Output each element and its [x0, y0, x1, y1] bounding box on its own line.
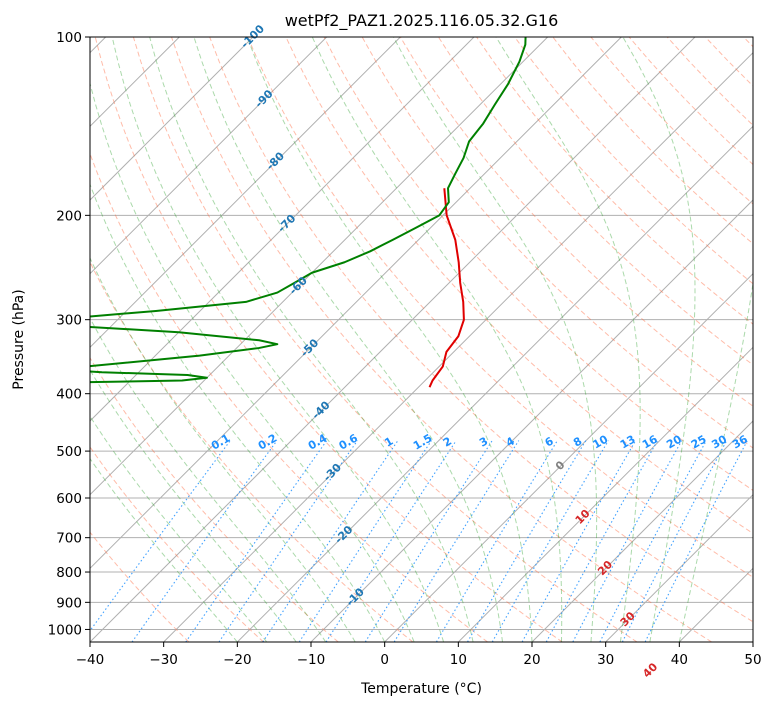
dry-adiabat-line	[323, 37, 753, 491]
moist-adiabat-line	[678, 280, 753, 642]
isotherm-line	[90, 37, 401, 349]
dry-adiabat-line	[514, 37, 753, 285]
plot-frame	[89, 36, 754, 643]
dry-adiabat-line	[94, 37, 563, 642]
moist-adiabat-line	[622, 37, 696, 642]
isotherm-line	[90, 37, 254, 201]
y-tick-label: 900	[56, 595, 82, 611]
dry-adiabat-line	[361, 37, 753, 449]
isotherm-line	[90, 37, 696, 642]
isotherm-line	[605, 493, 753, 642]
moist-adiabat-line	[90, 182, 386, 642]
y-tick-label: 300	[56, 313, 82, 329]
dry-adiabat-line	[209, 37, 753, 623]
dry-adiabat-line	[90, 446, 264, 642]
axes: −40 −30 −20 −10 0 10 20 30 40 50 100 200 300 400 500 60…	[48, 30, 762, 668]
isotherm-line	[90, 37, 475, 422]
moist-adiabat-line	[90, 415, 268, 642]
moist-adiabat-line	[111, 37, 445, 642]
mixing-ratio-line	[545, 440, 659, 642]
mixing-ratio-line	[131, 440, 278, 642]
moist-adiabat-line	[149, 37, 474, 642]
moist-adiabat-line	[246, 37, 533, 642]
y-tick-label: 400	[56, 387, 82, 403]
moist-adiabat-line	[311, 37, 563, 642]
y-tick-label: 600	[56, 491, 82, 507]
mixing-ratio-line	[435, 440, 558, 642]
y-tick-label: 500	[56, 444, 82, 460]
dewpoint-profile-line	[90, 37, 527, 384]
dry-adiabat-line	[285, 37, 753, 535]
moist-adiabat-line	[392, 37, 598, 642]
dry-adiabat-line	[90, 260, 414, 642]
x-tick-label: 20	[523, 652, 540, 668]
isotherm-line	[310, 199, 753, 642]
moist-adiabat-line	[90, 256, 356, 642]
moist-adiabat-line	[193, 37, 504, 642]
dry-adiabat-line	[90, 356, 339, 642]
isotherm-line	[384, 272, 753, 642]
mixing-ratio-line	[393, 440, 520, 642]
dry-adiabat-line	[438, 37, 753, 366]
mixing-ratio-line	[218, 440, 358, 642]
x-tick-label: 10	[450, 652, 467, 668]
x-tick-label: −30	[149, 652, 178, 668]
isotherm-line	[90, 37, 622, 570]
dry-adiabat-line	[90, 531, 190, 642]
mixing-ratio-line	[521, 440, 637, 642]
dry-adiabat-line	[90, 152, 488, 642]
x-tick-label: −20	[223, 652, 252, 668]
isotherm-line	[531, 420, 753, 642]
y-tick-label: 200	[56, 208, 82, 224]
y-tick-label: 800	[56, 565, 82, 581]
isotherm-line	[236, 125, 753, 642]
y-axis-label: Pressure (hPa)	[11, 289, 27, 389]
mixing-ratio-line	[364, 440, 493, 642]
mixing-ratio-line	[467, 440, 587, 642]
mixing-ratio-line	[325, 440, 457, 642]
dry-adiabat-line	[132, 37, 638, 642]
x-tick-label: −40	[76, 652, 105, 668]
mixing-ratio-line	[90, 440, 231, 632]
y-tick-label: 1000	[48, 622, 82, 638]
x-tick-label: 0	[380, 652, 389, 668]
x-tick-label: 40	[671, 652, 688, 668]
moist-adiabat-line	[495, 37, 641, 642]
moist-adiabat-line	[90, 81, 415, 642]
mixing-ratio-line	[644, 440, 748, 642]
isotherm-line	[163, 51, 753, 642]
dry-adiabat-line	[399, 37, 753, 407]
dry-adiabat-line	[171, 37, 713, 642]
y-tick-label: 700	[56, 531, 82, 547]
mixing-ratio-line	[298, 440, 432, 642]
x-tick-label: 30	[597, 652, 614, 668]
mixing-ratio-line	[262, 440, 399, 642]
x-axis-label: Temperature (°C)	[360, 681, 482, 697]
y-tick-label: 100	[56, 30, 82, 46]
temperature-profile-line	[428, 188, 465, 388]
x-tick-label: −10	[297, 652, 326, 668]
moist-adiabat-line	[90, 317, 327, 642]
mixing-ratio-line	[572, 440, 683, 642]
sounding-profiles	[90, 37, 527, 388]
dry-adiabat-line	[247, 37, 753, 578]
isotherm-line	[90, 37, 328, 275]
isotherm-line	[457, 346, 753, 642]
moist-adiabat-line	[90, 457, 238, 642]
mixing-ratio-line	[185, 440, 328, 642]
chart-title: wetPf2_PAZ1.2025.116.05.32.G16	[285, 11, 559, 31]
x-tick-label: 50	[744, 652, 761, 668]
background-lines	[90, 37, 753, 642]
